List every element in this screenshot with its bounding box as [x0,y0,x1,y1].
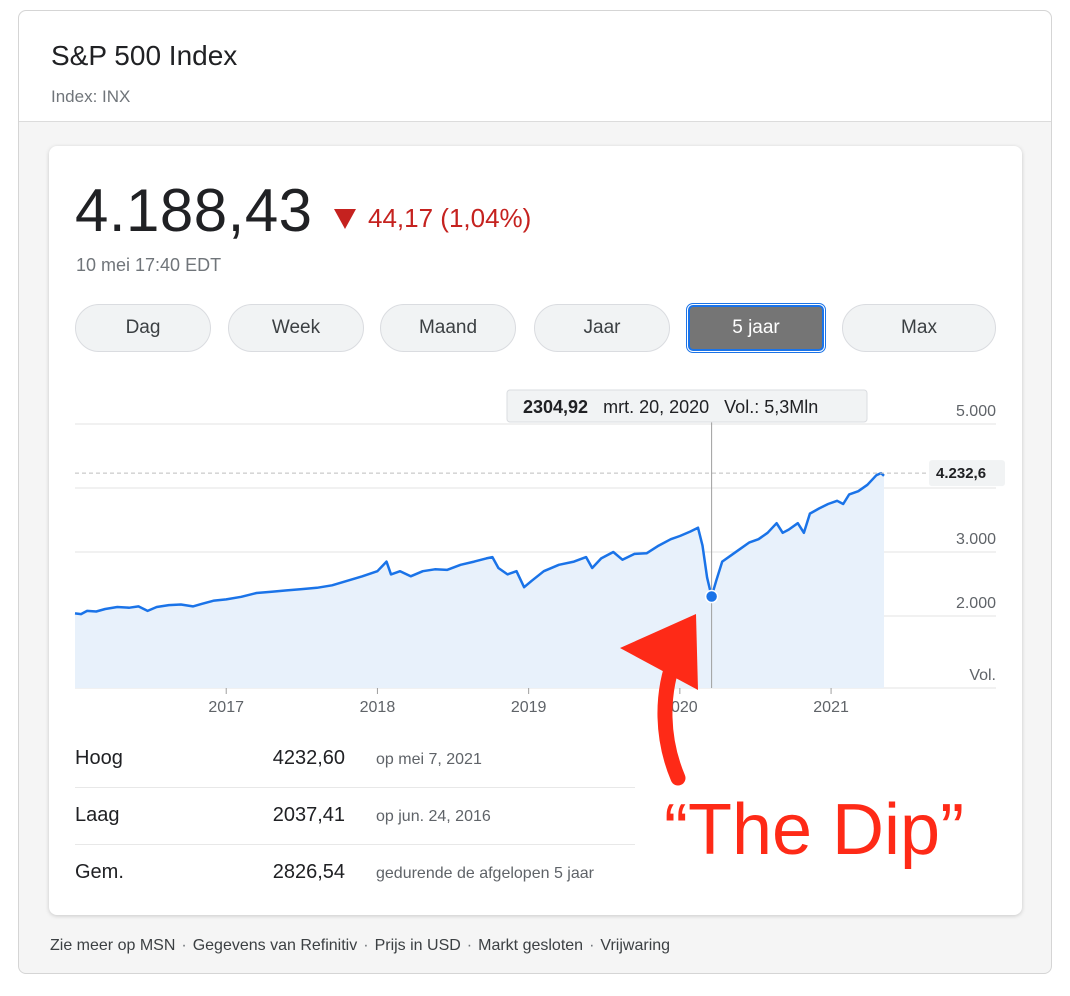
index-title[interactable]: S&P 500 Index [51,40,238,71]
stat-value: 4232,60 [272,747,345,769]
y-tick-label: 3.000 [956,531,996,548]
tooltip-box [506,389,868,423]
stat-row-low: Laag 2037,41 op jun. 24, 2016 [75,788,635,845]
price-change: 44,17 (1,04%) [334,202,531,234]
index-subtitle: Index: INX [51,87,131,106]
footer-separator: · [181,937,187,954]
tab-5-jaar[interactable]: 5 jaar [686,303,826,353]
tab-max[interactable]: Max [842,304,996,352]
stat-note: op mei 7, 2021 [376,751,482,768]
down-arrow-icon [334,209,356,229]
footer-separator: · [589,937,595,954]
current-value-tag: 4.232,6 [929,460,1005,487]
footer-separator: · [363,937,369,954]
stat-row-high: Hoog 4232,60 op mei 7, 2021 [75,731,635,788]
price-area-fill [75,473,884,688]
volume-axis-label: Vol. [969,667,996,684]
tab-maand[interactable]: Maand [380,304,516,352]
footer-separator: · [466,937,473,954]
card-footer: Zie meer op MSN · Gegevens van Refinitiv… [50,936,670,956]
current-value-tag-bg [929,460,1005,487]
stat-label: Hoog [75,747,123,769]
footer-link-disclaimer[interactable]: Vrijwaring [600,937,671,954]
tooltip-text: 2304,92 mrt. 20, 2020 Vol.: 5,3Mln [523,397,818,417]
time-range-tabs: Dag Week Maand Jaar 5 jaar Max [75,303,997,356]
x-tick-label: 2021 [813,699,849,716]
tooltip-date: mrt. 20, 2020 [603,397,709,417]
stat-value: 2037,41 [272,804,345,826]
stat-label: Gem. [75,861,124,883]
x-tick-label: 2018 [360,699,396,716]
current-price: 4.188,43 [75,177,313,244]
y-axis-labels: 5.000 3.000 2.000 [956,403,996,612]
stats-table: Hoog 4232,60 op mei 7, 2021 Laag 2037,41… [75,731,635,901]
x-tick-label: 2019 [511,699,547,716]
stat-note: op jun. 24, 2016 [376,808,491,825]
footer-currency-note: Prijs in USD [374,937,461,954]
stat-note: gedurende de afgelopen 5 jaar [376,865,594,882]
price-change-value: 44,17 (1,04%) [368,203,532,233]
x-axis-labels: 2017 2018 2019 2020 2021 [208,688,849,716]
y-tick-label: 5.000 [956,403,996,420]
stat-row-average: Gem. 2826,54 gedurende de afgelopen 5 ja… [75,845,635,901]
stat-label: Laag [75,804,120,826]
y-tick-label: 2.000 [956,595,996,612]
tooltip-value: 2304,92 [523,397,588,417]
footer-link-refinitiv[interactable]: Gegevens van Refinitiv [192,937,358,954]
dip-annotation-text: “The Dip” [664,790,965,870]
footer-link-msn[interactable]: Zie meer op MSN [50,937,176,954]
quote-timestamp: 10 mei 17:40 EDT [76,255,222,275]
card-header: S&P 500 Index Index: INX [19,11,1051,122]
current-value-label: 4.232,6 [936,465,986,482]
footer-market-status: Markt gesloten [478,937,584,954]
dip-arrow-icon [620,614,698,786]
tab-week[interactable]: Week [228,304,364,352]
tab-jaar[interactable]: Jaar [534,304,670,352]
hover-point [704,589,719,604]
tooltip-volume: Vol.: 5,3Mln [724,397,818,417]
stat-value: 2826,54 [272,861,345,883]
x-tick-label: 2017 [208,699,244,716]
price-line [74,471,885,616]
tab-dag[interactable]: Dag [75,304,211,352]
hover-tooltip: 2304,92 mrt. 20, 2020 Vol.: 5,3Mln [506,389,868,423]
